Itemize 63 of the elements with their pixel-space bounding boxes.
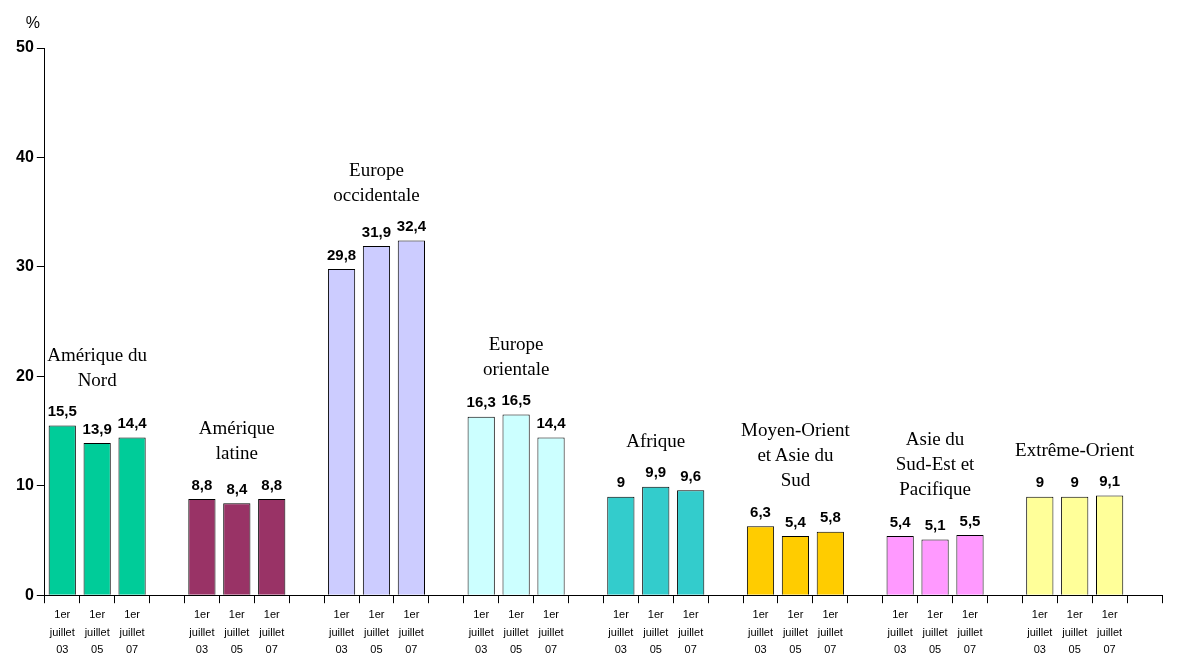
y-axis-title: % — [25, 14, 40, 31]
x-tick-label: 1er juillet 05 — [362, 608, 390, 656]
data-label: 5,4 — [889, 512, 912, 530]
data-label: 14,4 — [117, 414, 148, 432]
x-tick-label: 1er juillet 03 — [48, 608, 75, 656]
data-label: 15,5 — [47, 402, 77, 420]
x-tick-label: 1er juillet 05 — [642, 608, 669, 656]
x-tick-label: 1er juillet 03 — [886, 608, 913, 656]
x-tick-label: 1er juillet 03 — [1026, 608, 1053, 656]
data-label: 6,3 — [750, 502, 771, 520]
x-tick-label: 1er juillet 07 — [677, 608, 704, 656]
data-label: 16,5 — [501, 391, 531, 409]
y-tick-label: 40 — [16, 147, 34, 165]
x-tick-label: 1er juillet 05 — [223, 608, 250, 656]
data-label: 9 — [1035, 473, 1044, 491]
data-label: 5,4 — [784, 512, 807, 530]
x-tick-label: 1er juillet 07 — [537, 608, 564, 656]
x-tick-label: 1er juillet 03 — [328, 608, 355, 656]
x-tick-label: 1er juillet 03 — [607, 608, 634, 656]
x-tick-label: 1er juillet 05 — [502, 608, 529, 656]
x-tick-label: 1er juillet 03 — [467, 608, 494, 656]
annotation: Moyen-Orient et Asie du Sud — [741, 419, 851, 491]
x-tick-label: 1er juillet 05 — [921, 608, 948, 656]
data-label: 9,9 — [645, 463, 667, 481]
annotation: Asie du Sud-Est et Pacifique — [895, 428, 976, 500]
data-label: 16,3 — [466, 393, 496, 411]
data-label: 8,4 — [226, 479, 248, 497]
x-tick-label: 1er juillet 07 — [816, 608, 843, 656]
x-tick-label: 1er juillet 07 — [1096, 608, 1123, 656]
data-label: 5,8 — [819, 508, 841, 526]
annotation: Amérique du Nord — [47, 343, 148, 390]
x-tick-label: 1er juillet 07 — [258, 608, 285, 656]
y-tick-label: 0 — [24, 585, 34, 603]
data-label: 8,8 — [191, 475, 213, 493]
data-label: 13,9 — [82, 419, 112, 437]
data-label: 9,6 — [680, 466, 702, 484]
x-tick-label: 1er juillet 05 — [781, 608, 808, 656]
x-tick-label: 1er juillet 07 — [956, 608, 983, 656]
x-tick-label: 1er juillet 05 — [1061, 608, 1088, 656]
annotation: Afrique — [626, 429, 686, 451]
y-tick-label: 30 — [16, 257, 34, 275]
annotation: Extrême-Orient — [1015, 438, 1136, 460]
x-tick-label: 1er juillet 05 — [83, 608, 110, 656]
data-label: 32,4 — [396, 217, 427, 235]
y-tick-label: 50 — [16, 38, 34, 56]
data-label: 29,8 — [326, 245, 357, 263]
x-tick-label: 1er juillet 03 — [188, 608, 215, 656]
x-tick-label: 1er juillet 07 — [118, 608, 145, 656]
annotation: Europe orientale — [482, 332, 550, 379]
data-label: 8,8 — [261, 475, 283, 493]
y-tick-label: 20 — [16, 366, 34, 384]
x-tick-label: 1er juillet 03 — [746, 608, 774, 656]
annotation: Amérique latine — [198, 416, 275, 463]
y-tick-label: 10 — [16, 476, 34, 494]
data-label: 9,1 — [1099, 472, 1121, 490]
data-label: 5,5 — [959, 511, 981, 529]
x-tick-label: 1er juillet 07 — [397, 608, 424, 656]
data-label: 31,9 — [361, 222, 392, 240]
data-label: 5,1 — [924, 516, 946, 534]
data-label: 14,4 — [536, 414, 567, 432]
annotation: Europe occidentale — [333, 158, 420, 205]
data-label: 9 — [1070, 473, 1079, 491]
data-label: 9 — [616, 473, 626, 491]
